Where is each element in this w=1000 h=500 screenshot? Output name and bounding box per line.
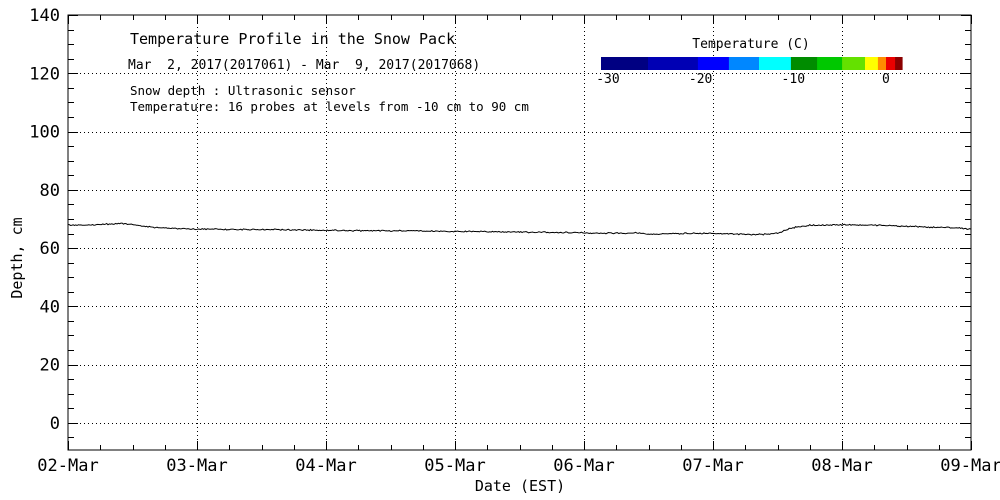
colorbar-tick-label: 0 [882,72,890,87]
colorbar-segment [886,57,896,70]
x-tick-label: 05-Mar [424,456,485,476]
chart-title: Temperature Profile in the Snow Pack [130,30,455,48]
x-tick-label: 04-Mar [295,456,356,476]
colorbar-title: Temperature (C) [692,37,809,52]
y-tick-label: 140 [29,6,60,26]
y-tick-label: 120 [29,64,60,84]
colorbar-segment [697,57,730,70]
colorbar-tick-labels: -30 -20 -10 0 [596,72,890,87]
temperature-colorbar [601,57,903,70]
colorbar-tick-label: -20 [689,72,712,87]
x-axis-title: Date (EST) [475,477,565,495]
colorbar-tick-label: -10 [782,72,805,87]
colorbar-segment [790,57,818,70]
colorbar-segment [728,57,760,70]
snow-depth-line [67,222,972,236]
y-tick-label: 0 [50,414,60,434]
x-tick-label: 06-Mar [553,456,614,476]
x-tick-label: 09-Mar [940,456,1000,476]
x-tick-label: 02-Mar [37,456,98,476]
x-tick-label: 03-Mar [166,456,227,476]
colorbar-tick-label: -30 [596,72,619,87]
grid-lines [68,15,971,450]
chart-subtitle: Mar 2, 2017(2017061) - Mar 9, 2017(20170… [128,58,480,73]
plot-frame [67,14,972,451]
colorbar-segment [759,57,792,70]
y-tick-labels: 0 20 40 60 80 100 120 140 [29,6,60,434]
snow-depth-trace [67,222,972,236]
x-tick-label: 08-Mar [811,456,872,476]
y-axis-title: Depth, cm [8,217,26,298]
axis-ticks [68,15,972,450]
colorbar-segment [865,57,879,70]
y-tick-label: 60 [40,239,60,259]
colorbar-segment [601,57,649,70]
annotation-temperature-probes: Temperature: 16 probes at levels from -1… [130,99,529,114]
annotation-snow-depth-sensor: Snow depth : Ultrasonic sensor [130,83,356,98]
y-tick-label: 100 [29,123,60,143]
y-tick-label: 20 [40,356,60,376]
colorbar-segment [842,57,866,70]
colorbar-segment [895,57,903,70]
x-tick-labels: 02-Mar 03-Mar 04-Mar 05-Mar 06-Mar 07-Mar 08-M… [37,456,1000,476]
x-tick-label: 07-Mar [682,456,743,476]
y-tick-label: 40 [40,297,60,317]
colorbar-segment [817,57,843,70]
y-tick-label: 80 [40,181,60,201]
colorbar-segment [648,57,699,70]
colorbar-segment [877,57,887,70]
